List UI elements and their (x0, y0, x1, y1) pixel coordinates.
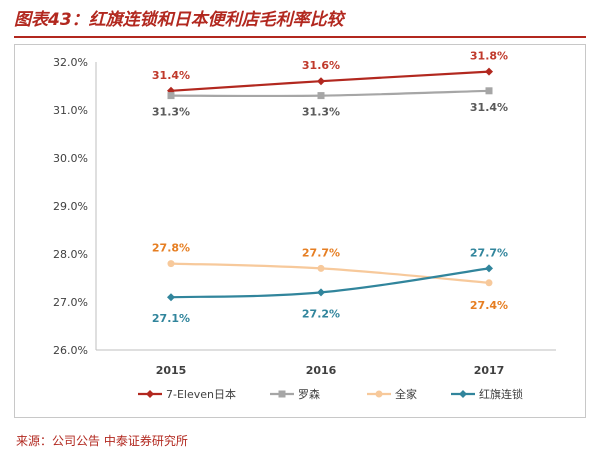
data-label: 31.4% (470, 101, 508, 114)
legend-marker (278, 390, 286, 398)
data-point (485, 279, 493, 287)
data-label: 31.8% (470, 50, 508, 63)
series-line-3 (170, 267, 490, 299)
series-line-0 (170, 70, 490, 92)
series-line-1 (170, 89, 490, 98)
y-tick-label: 28.0% (53, 248, 88, 261)
y-tick-label: 29.0% (53, 200, 88, 213)
legend-marker (459, 390, 467, 398)
data-point (485, 87, 493, 95)
data-point (317, 288, 325, 297)
y-tick-label: 31.0% (53, 104, 88, 117)
data-point (167, 260, 175, 268)
y-tick-label: 26.0% (53, 344, 88, 357)
data-label: 31.3% (302, 106, 340, 119)
legend-label: 罗森 (298, 387, 320, 401)
y-tick-label: 27.0% (53, 296, 88, 309)
legend-label: 红旗连锁 (479, 387, 523, 401)
data-label: 31.4% (152, 69, 190, 82)
legend-label: 全家 (395, 387, 417, 401)
data-point (317, 92, 325, 100)
legend-marker (375, 390, 383, 398)
x-tick-label: 2016 (306, 364, 337, 377)
data-point (485, 264, 493, 273)
data-point (317, 264, 325, 272)
line-chart: 26.0% 27.0% 28.0% 29.0% 30.0% 31.0% 32.0% 2015 2… (53, 50, 556, 401)
data-point (317, 77, 325, 86)
y-tick-label: 32.0% (53, 56, 88, 69)
y-tick-label: 30.0% (53, 152, 88, 165)
data-label: 27.2% (302, 307, 340, 320)
legend-marker (146, 390, 154, 398)
data-point (167, 86, 175, 95)
data-label: 27.7% (470, 246, 508, 259)
data-label: 27.8% (152, 242, 190, 255)
data-label: 27.7% (302, 246, 340, 259)
x-tick-label: 2015 (156, 364, 187, 377)
series-line-2 (170, 262, 490, 284)
chart-frame: 26.0% 27.0% 28.0% 29.0% 30.0% 31.0% 32.0% 2015 2… (14, 44, 586, 418)
data-label: 31.3% (152, 106, 190, 119)
data-point (167, 92, 175, 100)
legend-label: 7-Eleven日本 (166, 387, 236, 401)
data-label: 27.1% (152, 312, 190, 325)
data-label: 31.6% (302, 59, 340, 72)
x-tick-label: 2017 (474, 364, 505, 377)
data-label: 27.4% (470, 299, 508, 312)
data-point (485, 67, 493, 76)
chart-title: 图表43：红旗连锁和日本便利店毛利率比较 (14, 8, 586, 38)
source-note: 来源：公司公告 中泰证券研究所 (16, 434, 188, 448)
data-point (167, 293, 175, 302)
